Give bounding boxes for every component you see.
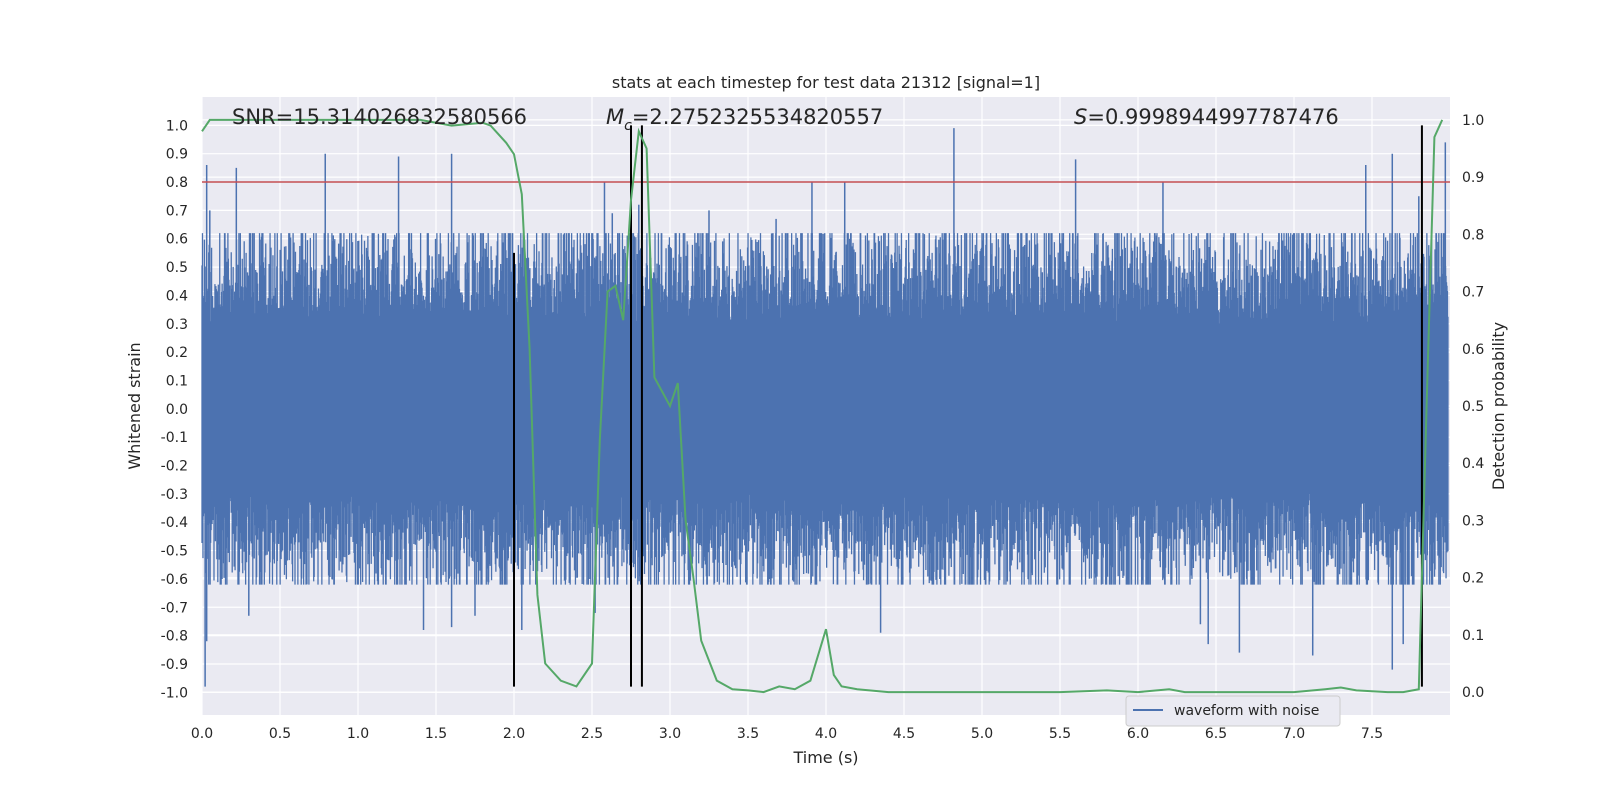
y-left-tick-label: 0.6: [166, 232, 188, 248]
y-left-tick-label: -0.7: [161, 600, 188, 616]
y-left-tick-label: -1.0: [161, 685, 188, 701]
x-axis-title: Time (s): [792, 748, 858, 767]
y-right-tick-label: 0.6: [1462, 342, 1484, 358]
x-tick-label: 4.0: [815, 726, 837, 742]
y-left-tick-label: 1.0: [166, 118, 188, 134]
y-left-tick-label: 0.2: [166, 345, 188, 361]
x-tick-label: 2.5: [581, 726, 603, 742]
y-left-tick-label: 0.0: [166, 402, 188, 418]
y-left-tick-label: -0.8: [161, 629, 188, 645]
s-symbol: S: [1074, 105, 1087, 129]
legend-waveform-label: waveform with noise: [1174, 703, 1319, 719]
y-left-tick-label: -0.3: [161, 487, 188, 503]
mc-value: =2.2752325534820557: [632, 105, 883, 129]
y-left-tick-label: -0.4: [161, 515, 188, 531]
mc-subscript: c: [624, 118, 632, 134]
x-tick-label: 1.0: [347, 726, 369, 742]
x-tick-label: 5.5: [1049, 726, 1071, 742]
x-tick-label: 7.0: [1283, 726, 1305, 742]
y-left-tick-label: 0.1: [166, 373, 188, 389]
x-tick-label: 6.5: [1205, 726, 1227, 742]
y-left-tick-label: 0.3: [166, 317, 188, 333]
y-right-tick-label: 0.7: [1462, 285, 1484, 301]
mc-annotation: Mc=2.2752325534820557: [606, 105, 883, 134]
y-left-axis-title: Whitened strain: [125, 342, 144, 469]
chart-title: stats at each timestep for test data 213…: [612, 73, 1040, 92]
y-left-tick-labels: 1.0 0.9 0.8 0.7 0.6 0.5 0.4 0.3 0.2 0.1 0.0 -0.1 -0.…: [161, 118, 188, 701]
y-left-tick-label: -0.5: [161, 544, 188, 560]
waveform-series: [201, 128, 1449, 687]
x-tick-label: 6.0: [1127, 726, 1149, 742]
y-right-tick-label: 0.4: [1462, 456, 1484, 472]
y-left-tick-label: 0.4: [166, 288, 188, 304]
y-right-tick-label: 0.8: [1462, 227, 1484, 243]
mc-symbol: M: [606, 105, 624, 129]
y-right-tick-label: 0.3: [1462, 513, 1484, 529]
x-tick-label: 4.5: [893, 726, 915, 742]
s-value: =0.9998944997787476: [1087, 105, 1338, 129]
y-right-tick-label: 1.0: [1462, 113, 1484, 129]
y-right-tick-label: 0.5: [1462, 399, 1484, 415]
y-left-tick-label: 0.9: [166, 147, 188, 163]
y-right-axis-title: Detection probability: [1489, 322, 1508, 490]
legend: waveform with noise: [1125, 695, 1341, 727]
x-tick-label: 3.5: [737, 726, 759, 742]
y-left-tick-label: 0.7: [166, 203, 188, 219]
x-tick-label: 3.0: [659, 726, 681, 742]
y-right-tick-labels: 1.0 0.9 0.8 0.7 0.6 0.5 0.4 0.3 0.2 0.1 0.0: [1462, 113, 1484, 701]
y-left-tick-label: 0.5: [166, 260, 188, 276]
x-tick-label: 0.0: [191, 726, 213, 742]
y-left-tick-label: -0.6: [161, 572, 188, 588]
probability-series: [201, 118, 1444, 694]
x-tick-label: 1.5: [425, 726, 447, 742]
y-left-tick-label: -0.1: [161, 430, 188, 446]
y-right-tick-label: 0.1: [1462, 628, 1484, 644]
y-right-tick-label: 0.2: [1462, 571, 1484, 587]
legend-box: [1125, 695, 1341, 727]
x-tick-label: 5.0: [971, 726, 993, 742]
vertical-markers: [513, 125, 1423, 687]
y-left-tick-label: -0.2: [161, 459, 188, 475]
x-tick-label: 0.5: [269, 726, 291, 742]
x-tick-label: 7.5: [1361, 726, 1383, 742]
x-tick-label: 2.0: [503, 726, 525, 742]
probability-line: [201, 118, 1444, 694]
s-annotation: S=0.9998944997787476: [1074, 105, 1339, 129]
waveform-core-band: [202, 352, 1449, 466]
y-right-tick-label: 0.0: [1462, 685, 1484, 701]
x-tick-labels: 0.0 0.5 1.0 1.5 2.0 2.5 3.0 3.5 4.0 4.5 5.0 5.5 6.0 6…: [191, 726, 1383, 742]
y-left-tick-label: -0.9: [161, 657, 188, 673]
y-right-tick-label: 0.9: [1462, 170, 1484, 186]
snr-annotation: SNR=15.314026832580566: [232, 105, 527, 129]
y-left-tick-label: 0.8: [166, 175, 188, 191]
